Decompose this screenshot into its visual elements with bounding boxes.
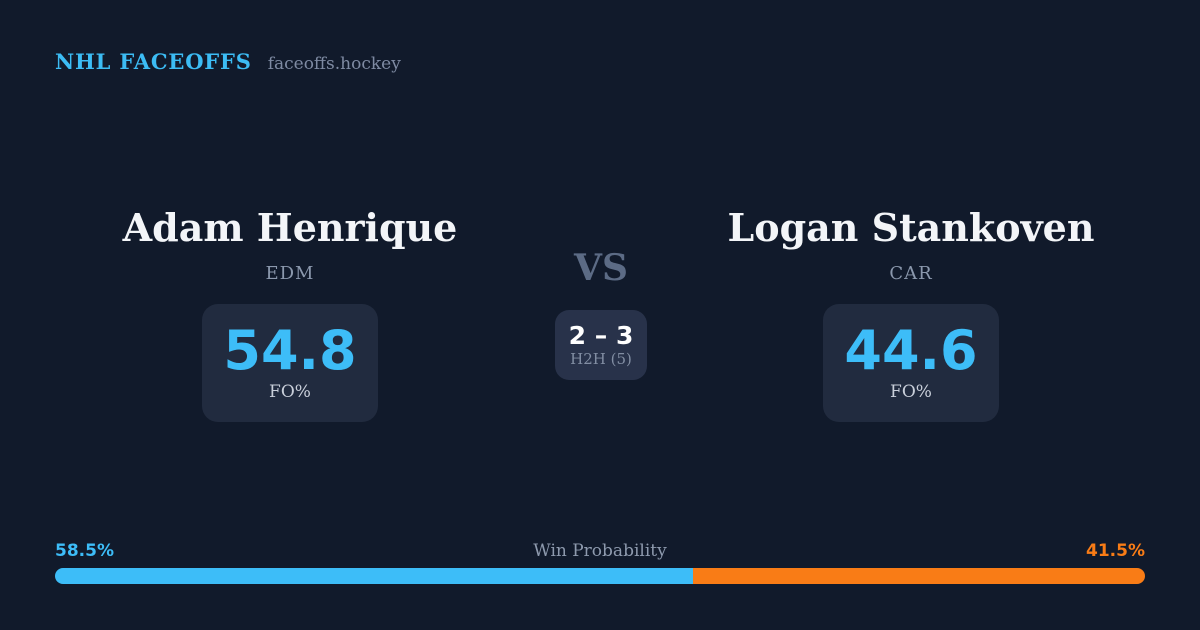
player-team: CAR xyxy=(889,262,933,284)
win-probability-left-pct: 58.5% xyxy=(55,541,114,561)
vs-label: VS xyxy=(574,247,628,289)
faceoff-stat-card: 44.6 FO% xyxy=(823,303,999,422)
site-url: faceoffs.hockey xyxy=(267,54,401,74)
player-team: EDM xyxy=(265,262,315,284)
faceoff-stat-card: 54.8 FO% xyxy=(202,303,378,422)
player-name: Adam Henrique xyxy=(122,205,458,250)
win-probability-title: Win Probability xyxy=(533,541,667,561)
header: NHL FACEOFFS faceoffs.hockey xyxy=(55,49,401,74)
head-to-head-card: 2 – 3 H2H (5) xyxy=(555,310,647,380)
brand-title: NHL FACEOFFS xyxy=(55,49,252,74)
win-probability-labels: 58.5% Win Probability 41.5% xyxy=(55,541,1145,561)
win-probability-bar xyxy=(55,568,1145,584)
faceoff-pct-value: 54.8 xyxy=(223,318,357,382)
faceoff-pct-value: 44.6 xyxy=(844,318,978,382)
head-to-head-score: 2 – 3 xyxy=(568,320,634,350)
versus-column: VS 2 – 3 H2H (5) xyxy=(525,250,677,380)
win-probability-right-pct: 41.5% xyxy=(1086,541,1145,561)
player-card-right: Logan Stankoven CAR 44.6 FO% xyxy=(676,205,1146,422)
win-probability-bar-left-segment xyxy=(55,568,693,584)
head-to-head-label: H2H (5) xyxy=(570,349,632,368)
faceoff-pct-label: FO% xyxy=(890,381,932,402)
faceoff-pct-label: FO% xyxy=(269,381,311,402)
player-card-left: Adam Henrique EDM 54.8 FO% xyxy=(55,205,525,422)
player-name: Logan Stankoven xyxy=(727,205,1095,250)
win-probability-bar-right-segment xyxy=(692,568,1145,584)
